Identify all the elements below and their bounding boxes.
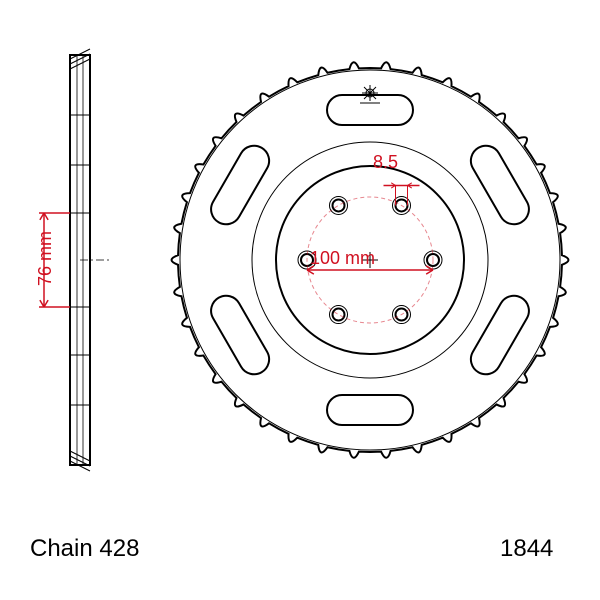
sprocket-side-view [70,49,110,471]
hub-diameter-label: 76 mm [35,231,56,286]
bolt-hole-label: 8.5 [373,152,398,173]
diagram-container: Chain 428 1844 76 mm 100 mm 8.5 [0,0,600,600]
chain-spec-label: Chain 428 [30,535,139,563]
part-number-label: 1844 [500,535,553,563]
bolt-circle-label: 100 mm [310,248,375,269]
technical-drawing-svg [0,0,600,600]
